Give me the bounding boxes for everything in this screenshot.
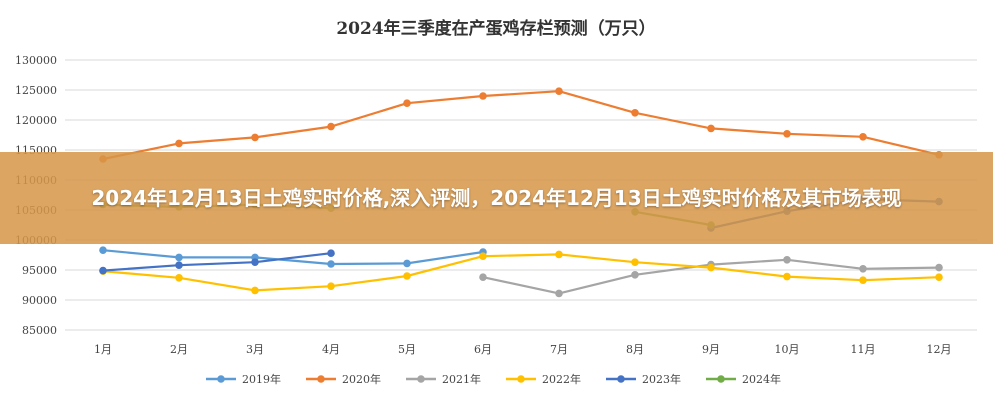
x-tick-label: 3月 (246, 343, 264, 356)
legend-item: 2024年 (706, 372, 781, 386)
chart-title: 2024年三季度在产蛋鸡存栏预测（万只） (336, 18, 655, 39)
data-point (783, 255, 791, 264)
data-point (707, 263, 715, 272)
legend: 2019年 2020年 2021年 2022年 2023年 2024年 (206, 372, 781, 386)
legend-marker (517, 375, 525, 383)
data-point (327, 282, 335, 291)
legend-marker (617, 375, 625, 383)
data-point (707, 124, 715, 133)
title-banner: 2024年12月13日土鸡实时价格,深入评测，2024年12月13日土鸡实时价格… (0, 152, 993, 244)
data-point (251, 286, 259, 295)
data-point (783, 272, 791, 281)
legend-item: 2023年 (606, 372, 681, 386)
x-tick-label: 12月 (927, 343, 952, 356)
x-tick-label: 4月 (322, 343, 340, 356)
data-point (631, 258, 639, 267)
legend-item: 2019年 (206, 372, 281, 386)
series-2019年 (99, 246, 487, 268)
x-tick-label: 9月 (702, 343, 720, 356)
legend-item: 2020年 (306, 372, 381, 386)
y-tick-label: 90000 (22, 294, 57, 307)
data-point (403, 99, 411, 107)
legend-label: 2022年 (542, 372, 581, 386)
x-tick-label: 7月 (550, 343, 568, 356)
x-tick-label: 5月 (398, 343, 416, 356)
data-point (403, 272, 411, 280)
legend-marker (217, 375, 225, 383)
data-point (175, 253, 183, 262)
legend-label: 2019年 (242, 372, 281, 386)
data-point (327, 122, 335, 131)
legend-label: 2023年 (642, 372, 681, 386)
data-point (859, 276, 867, 285)
legend-marker (717, 375, 725, 383)
data-point (631, 109, 639, 117)
data-point (99, 266, 107, 275)
series-2021年 (479, 255, 943, 298)
legend-item: 2021年 (406, 372, 481, 386)
data-point (99, 246, 107, 254)
legend-label: 2021年 (442, 372, 481, 386)
legend-marker (417, 375, 425, 383)
data-point (859, 265, 867, 273)
data-point (251, 133, 259, 142)
y-tick-label: 95000 (22, 264, 57, 277)
data-point (555, 289, 563, 298)
series-line (102, 253, 940, 292)
data-point (175, 274, 183, 282)
data-point (403, 259, 411, 268)
data-point (935, 273, 943, 282)
legend-marker (317, 375, 325, 383)
data-point (555, 87, 563, 95)
x-tick-label: 8月 (626, 343, 644, 356)
x-tick-label: 1月 (94, 343, 112, 356)
y-tick-label: 120000 (15, 114, 57, 127)
y-tick-label: 125000 (15, 84, 57, 97)
data-point (555, 250, 563, 259)
data-point (251, 258, 259, 267)
data-point (175, 261, 183, 270)
data-point (327, 260, 335, 268)
legend-label: 2024年 (742, 372, 781, 386)
x-tick-label: 11月 (851, 343, 876, 356)
x-tick-label: 2月 (170, 343, 188, 356)
data-point (327, 249, 335, 257)
series-line (102, 252, 332, 272)
series-line (102, 249, 484, 266)
data-point (479, 252, 487, 260)
y-tick-label: 85000 (22, 324, 57, 337)
data-point (783, 130, 791, 138)
data-point (935, 263, 943, 272)
data-point (479, 273, 487, 282)
series-line (102, 90, 940, 161)
legend-label: 2020年 (342, 372, 381, 386)
data-point (631, 271, 639, 279)
x-tick-label: 10月 (775, 343, 800, 356)
x-tick-label: 6月 (474, 343, 492, 356)
legend-item: 2022年 (506, 372, 581, 386)
data-point (479, 92, 487, 100)
data-point (175, 139, 183, 148)
banner-title: 2024年12月13日土鸡实时价格,深入评测，2024年12月13日土鸡实时价格… (91, 185, 902, 210)
x-axis: 1月 2月 3月 4月 5月 6月 7月 8月 9月 10月 11月 12月 (94, 343, 952, 356)
data-point (859, 133, 867, 141)
y-tick-label: 130000 (15, 54, 57, 67)
